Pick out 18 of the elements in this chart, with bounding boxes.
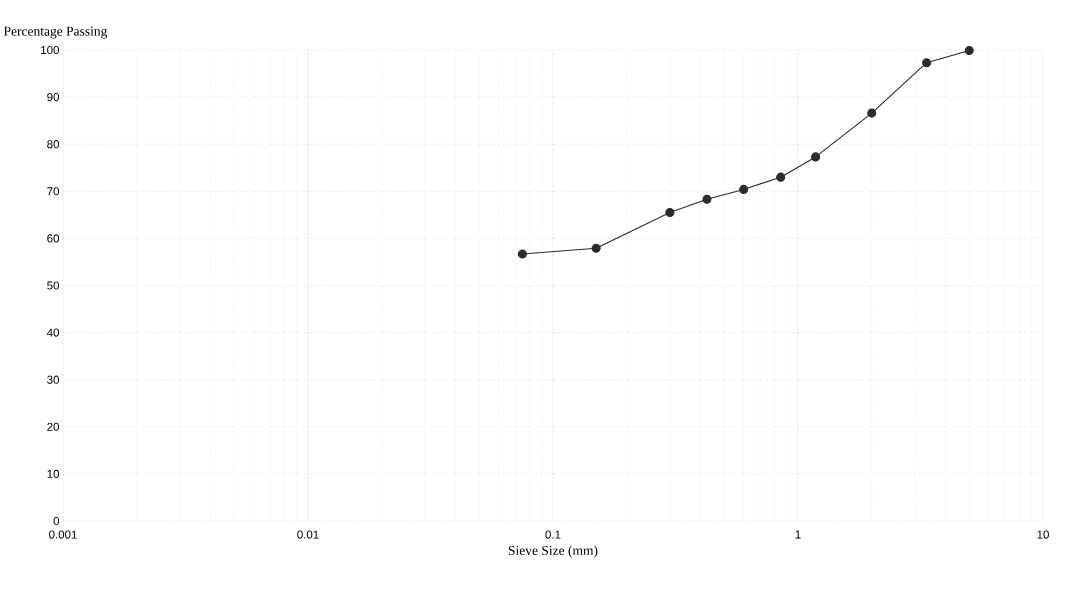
y-tick-label: 40	[46, 328, 60, 337]
y-tick-label: 60	[47, 234, 60, 243]
x-tick-label: 0.001	[49, 530, 77, 539]
y-tick-label: 20	[47, 422, 60, 431]
y-axis-title: Percentage Passing	[3, 26, 108, 39]
x-tick-label: 10	[1037, 530, 1049, 539]
y-tick-label: 30	[47, 375, 60, 384]
y-tick-label: 80	[47, 140, 60, 149]
y-tick-label: 70	[47, 187, 60, 196]
y-tick-label: 90	[47, 93, 60, 102]
y-tick-label: 0	[53, 516, 60, 526]
x-tick-label: 0.01	[297, 530, 319, 539]
x-tick-label: 0.1	[545, 530, 561, 539]
y-tick-label: 50	[47, 281, 60, 290]
y-tick-label: 100	[41, 45, 60, 55]
x-tick-label: 1	[795, 530, 801, 539]
y-tick-label: 10	[47, 469, 60, 478]
x-axis-title: Sieve Size (mm)	[508, 545, 598, 558]
